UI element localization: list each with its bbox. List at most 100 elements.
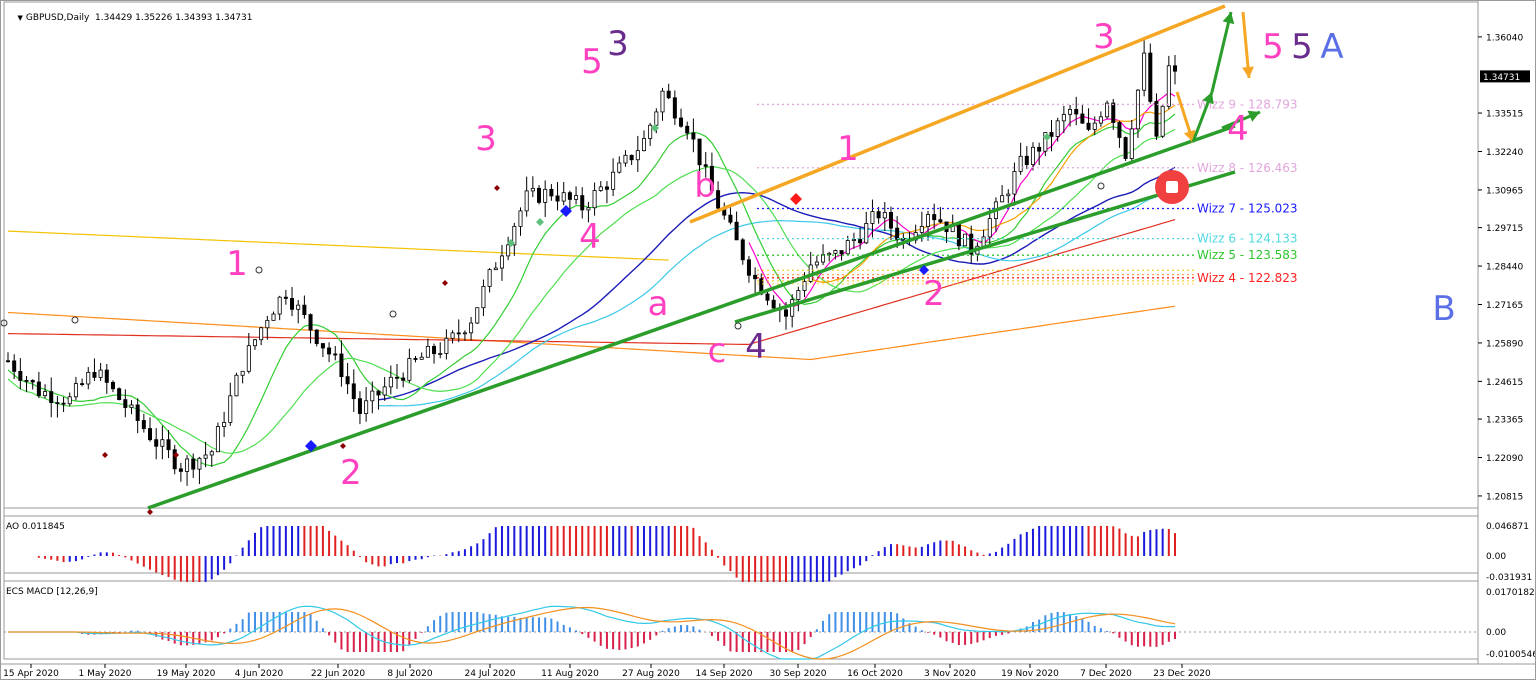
current-price-label: 1.34731 (1483, 73, 1520, 83)
symbol-label: GBPUSD,Daily (25, 13, 90, 23)
candle-body (1074, 108, 1079, 115)
channel-top-line (689, 4, 1226, 224)
candle-body (160, 439, 165, 447)
swing-circle-marker (734, 322, 742, 330)
candle-body (685, 125, 690, 134)
wizz-level-label: Wizz 9 - 128.793 (1197, 97, 1298, 111)
candle-body (919, 226, 924, 233)
candle-body (191, 458, 196, 470)
date-label: 27 Aug 2020 (622, 669, 680, 679)
macd-tick-label: 0.00 (1486, 628, 1506, 638)
candle-body (123, 399, 128, 408)
candle-body (1086, 122, 1091, 130)
candle-body (148, 428, 153, 441)
candle-body (141, 420, 146, 429)
candle-body (222, 422, 227, 427)
chart-header: ▼ GBPUSD,Daily 1.34429 1.35226 1.34393 1.… (6, 3, 252, 33)
candle-body (18, 370, 23, 381)
candle-body (376, 390, 381, 396)
candle-body (12, 360, 17, 372)
candle-body (771, 299, 776, 309)
candle-body (209, 451, 214, 456)
candle-body (493, 267, 498, 271)
candle-body (666, 90, 671, 99)
price-tick-label: 1.36040 (1486, 33, 1523, 43)
candle-body (660, 90, 665, 113)
candle-body (734, 221, 739, 241)
candle-body (462, 332, 467, 335)
macd-tick-label: -0.0100546 (1486, 650, 1536, 660)
candle-body (709, 165, 714, 192)
green-diamond-marker (1043, 133, 1051, 141)
candle-body (604, 186, 609, 190)
date-label: 19 May 2020 (157, 669, 216, 679)
ma-red-long-line (7, 219, 1176, 345)
wizz-level-label: Wizz 4 - 122.823 (1197, 271, 1298, 285)
candle-body (1018, 155, 1023, 172)
candle-body (969, 233, 974, 255)
candle-body (697, 138, 702, 166)
candle-body (499, 255, 504, 269)
candle-body (765, 293, 770, 301)
candle-body (49, 391, 54, 404)
candle-body (1160, 105, 1165, 137)
wave-label: B (1432, 289, 1455, 329)
wave-label: 3 (475, 119, 497, 159)
candle-body (592, 190, 597, 209)
date-label: 8 Jul 2020 (387, 669, 432, 679)
price-tick-label: 1.33515 (1486, 110, 1523, 120)
candle-body (327, 347, 332, 355)
candle-body (1166, 65, 1171, 107)
candle-body (549, 188, 554, 197)
candle-body (43, 391, 48, 397)
date-label: 3 Nov 2020 (924, 669, 976, 679)
candle-body (784, 309, 789, 317)
candle-body (456, 332, 461, 335)
candle-body (654, 111, 659, 126)
candle-body (796, 290, 801, 300)
swing-circle-marker (0, 319, 8, 327)
wave-label: 4 (1227, 109, 1249, 149)
price-tick-label: 1.24615 (1486, 378, 1523, 388)
candle-body (172, 449, 177, 470)
green-arrow-up-2-head (1222, 12, 1235, 25)
orange-arrow-down-2 (1241, 11, 1251, 79)
candle-body (623, 154, 628, 164)
candle-body (425, 345, 430, 358)
price-tick-label: 1.27165 (1486, 301, 1523, 311)
darkred-diamond-marker (494, 185, 500, 191)
candle-body (518, 210, 523, 227)
ao-header: AO 0.011845 (6, 522, 65, 532)
candle-body (407, 358, 412, 381)
candle-body (481, 286, 486, 309)
candle-body (36, 381, 41, 397)
candle-body (1154, 101, 1159, 137)
candle-body (24, 380, 29, 382)
current-price-box (1480, 70, 1530, 83)
candle-body (598, 186, 603, 191)
candle-body (438, 353, 443, 355)
candle-body (382, 386, 387, 396)
macd-line (8, 605, 1175, 660)
candle-body (926, 214, 931, 227)
candle-body (351, 383, 356, 400)
candle-body (129, 404, 134, 408)
candle-body (1030, 146, 1035, 165)
candle-body (1173, 65, 1178, 72)
candle-body (1123, 137, 1128, 159)
candle-body (364, 400, 369, 414)
date-label: 24 Jul 2020 (465, 669, 516, 679)
candle-body (55, 402, 60, 405)
candle-body (1024, 155, 1029, 165)
candle-body (530, 187, 535, 192)
price-tick-label: 1.30965 (1486, 186, 1523, 196)
dropdown-triangle-icon[interactable]: ▼ (17, 14, 23, 22)
date-label: 1 May 2020 (79, 669, 132, 679)
candle-body (234, 374, 239, 397)
candle-body (413, 358, 418, 360)
candle-body (858, 239, 863, 244)
green-diamond-marker (651, 124, 659, 132)
candle-body (1037, 146, 1042, 152)
